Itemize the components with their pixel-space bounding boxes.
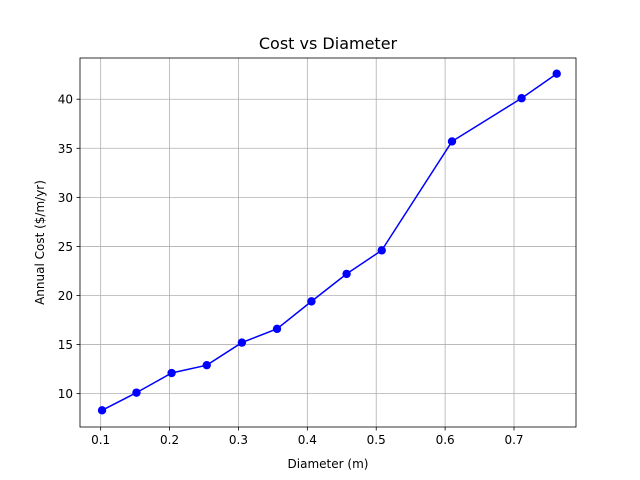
x-tick-label: 0.5 [367, 433, 386, 447]
x-tick-label: 0.4 [298, 433, 317, 447]
series-line [101, 73, 558, 411]
x-tick-label: 0.1 [91, 433, 110, 447]
y-tick-label: 10 [58, 387, 73, 401]
x-tick-label: 0.3 [229, 433, 248, 447]
data-point [237, 338, 247, 347]
data-point [447, 137, 457, 146]
data-point [272, 324, 282, 334]
data-point [97, 406, 107, 415]
y-tick-label: 15 [58, 338, 73, 352]
x-axis-label: Diameter (m) [288, 457, 369, 471]
grid-lines [80, 58, 576, 427]
data-point [202, 360, 211, 370]
data-point [132, 388, 141, 397]
y-tick-label: 25 [58, 240, 73, 254]
data-point [167, 368, 176, 378]
data-point [307, 297, 316, 306]
y-tick-label: 35 [58, 142, 73, 156]
y-tick-label: 30 [58, 191, 73, 205]
x-tick-label: 0.7 [504, 433, 523, 447]
series-layer [97, 69, 561, 415]
y-tick-label: 20 [58, 289, 73, 303]
y-tick-label: 40 [58, 93, 73, 107]
axis-ticks: 0.1 0.2 0.3 0.4 0.5 0.6 0.7 10 15 20 25 30 35 40 [58, 93, 524, 447]
x-tick-label: 0.6 [436, 433, 455, 447]
data-point [342, 269, 351, 279]
y-axis-label: Annual Cost ($/m/yr) [33, 180, 47, 305]
data-point [517, 94, 526, 103]
plot-area-background [80, 58, 576, 427]
plot-frame [79, 57, 577, 428]
x-tick-label: 0.2 [160, 433, 179, 447]
data-point [552, 69, 561, 78]
chart-title: Cost vs Diameter [259, 34, 398, 53]
data-point [377, 246, 386, 255]
